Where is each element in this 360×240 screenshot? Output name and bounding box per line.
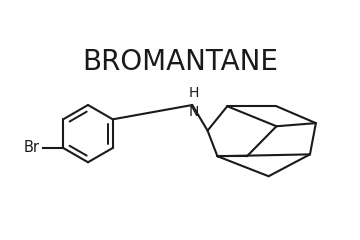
Text: BROMANTANE: BROMANTANE — [82, 48, 278, 76]
Text: H: H — [188, 86, 199, 100]
Text: N: N — [188, 105, 199, 119]
Text: Br: Br — [23, 140, 39, 156]
